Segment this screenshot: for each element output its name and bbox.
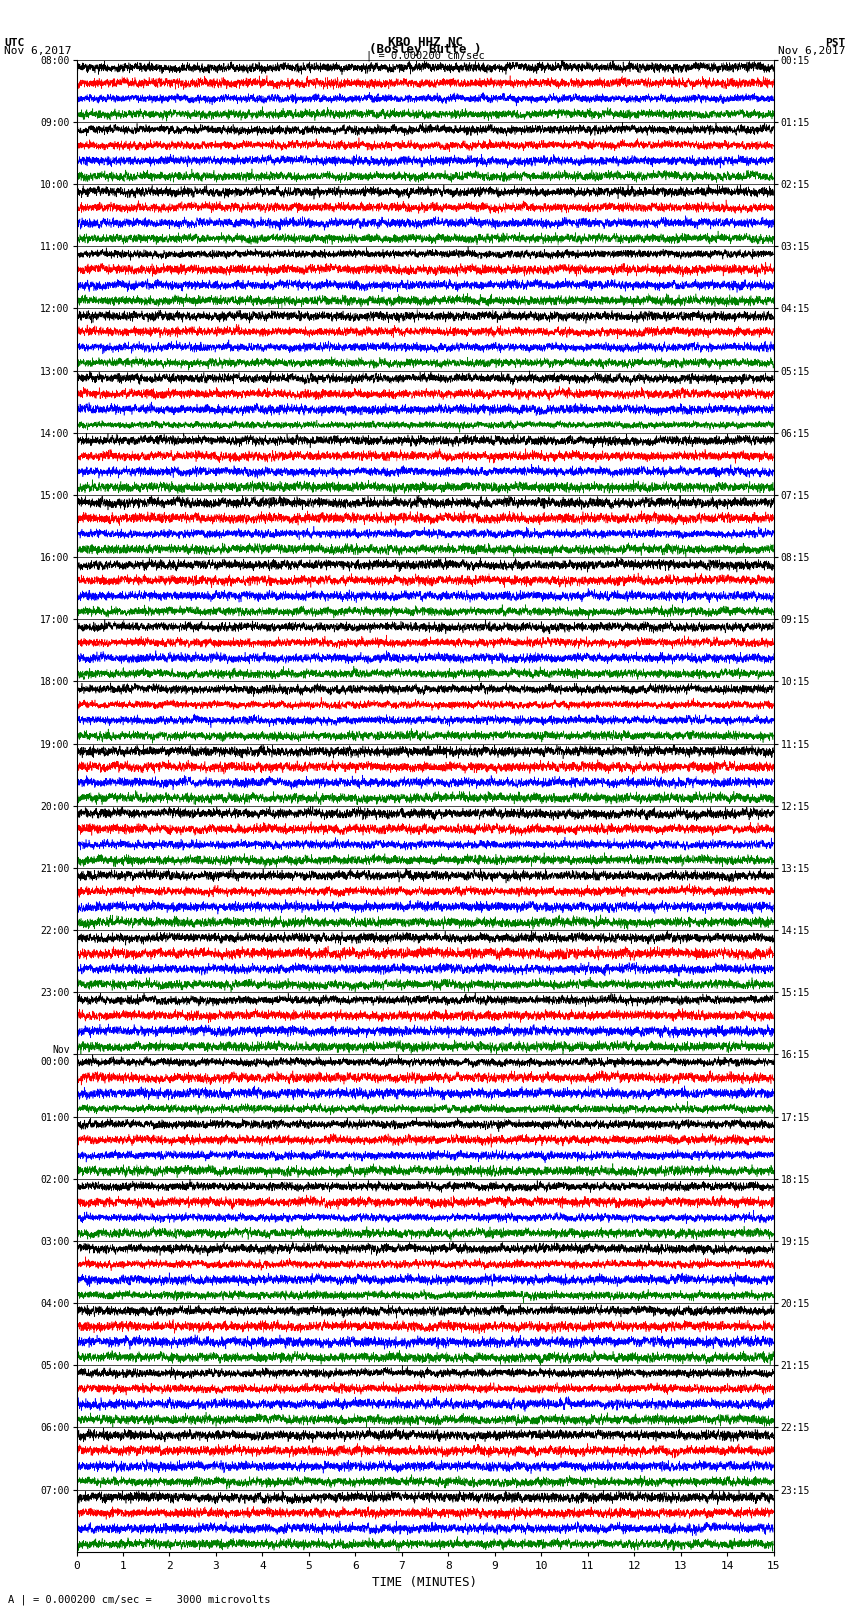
- Text: Nov 6,2017: Nov 6,2017: [4, 47, 71, 56]
- Text: Nov 6,2017: Nov 6,2017: [779, 47, 846, 56]
- Text: KBO HHZ NC: KBO HHZ NC: [388, 35, 462, 50]
- Text: | = 0.000200 cm/sec: | = 0.000200 cm/sec: [366, 50, 484, 61]
- Text: (Bosley Butte ): (Bosley Butte ): [369, 42, 481, 56]
- Text: PST: PST: [825, 39, 846, 48]
- Text: A | = 0.000200 cm/sec =    3000 microvolts: A | = 0.000200 cm/sec = 3000 microvolts: [8, 1594, 271, 1605]
- X-axis label: TIME (MINUTES): TIME (MINUTES): [372, 1576, 478, 1589]
- Text: UTC: UTC: [4, 39, 25, 48]
